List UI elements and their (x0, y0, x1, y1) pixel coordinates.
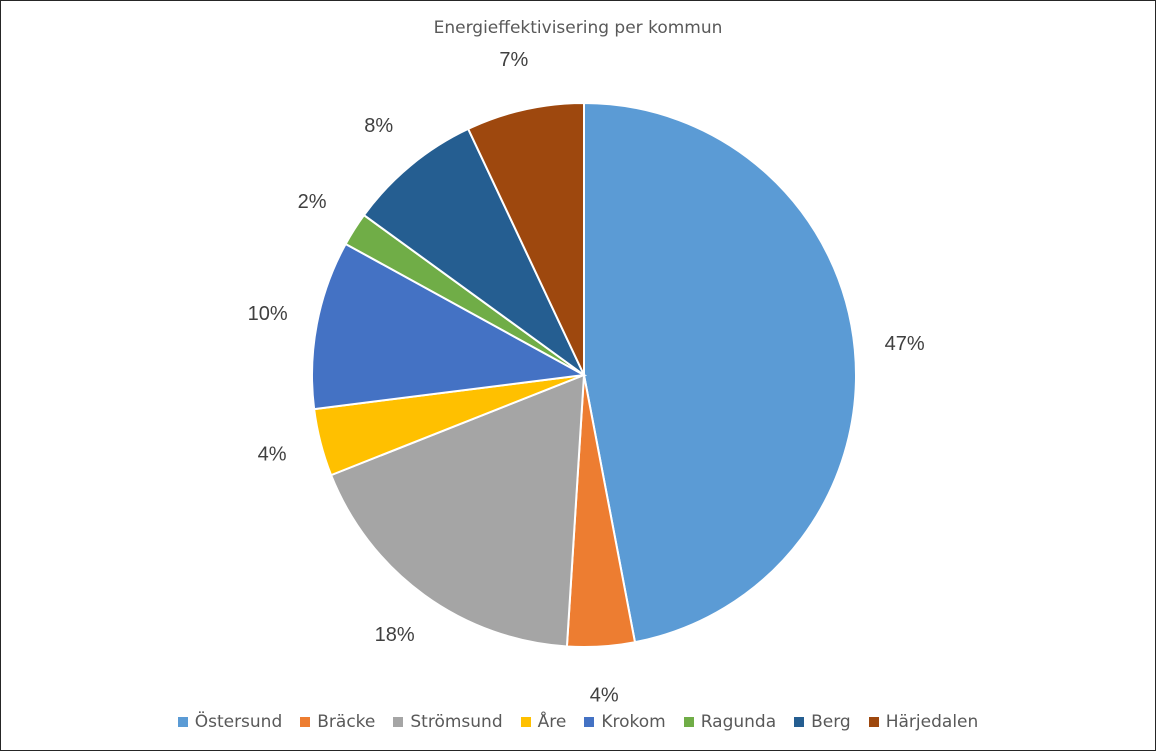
pie-slices (311, 101, 857, 648)
legend-label: Ragunda (700, 712, 777, 732)
data-label-ostersund: 47% (885, 333, 925, 355)
legend-swatch (584, 717, 595, 727)
data-label-krokom: 10% (248, 303, 288, 325)
legend-swatch (300, 717, 311, 727)
legend-item-krokom: Krokom (584, 712, 666, 732)
data-label-bracke: 4% (590, 685, 619, 707)
legend-item-bracke: Bräcke (300, 712, 375, 732)
legend-swatch (393, 717, 404, 727)
pie-slice-ostersund (583, 101, 857, 644)
legend-label: Berg (811, 712, 851, 732)
legend-label: Åre (537, 712, 567, 732)
pie-slice-krokom (311, 242, 588, 411)
legend-item-are: Åre (520, 712, 567, 732)
pie-data-labels: 47% 4% 18% 4% 10% 2% 8% 7% (248, 49, 925, 707)
legend-item-ostersund: Östersund (177, 712, 283, 732)
legend-label: Östersund (194, 712, 283, 732)
data-label-harjedalen: 7% (499, 49, 528, 71)
legend-label: Strömsund (410, 712, 503, 732)
data-label-ragunda: 2% (298, 191, 327, 213)
data-label-stromsund: 18% (375, 624, 415, 646)
legend-item-harjedalen: Härjedalen (868, 712, 979, 732)
pie-slice-harjedalen (466, 101, 585, 376)
data-label-are: 4% (258, 443, 287, 465)
pie-slice-berg (362, 127, 585, 376)
legend-label: Bräcke (317, 712, 376, 732)
legend-swatch (520, 717, 531, 727)
legend-item-ragunda: Ragunda (683, 712, 777, 732)
chart-legend: Östersund Bräcke Strömsund Åre Krokom Ragunda… (0, 712, 1156, 732)
legend-swatch (683, 717, 694, 727)
legend-swatch (177, 717, 188, 727)
legend-label: Krokom (601, 712, 666, 732)
data-label-berg: 8% (364, 115, 393, 137)
pie-slice-stromsund (329, 373, 586, 648)
legend-swatch (868, 717, 879, 727)
legend-label: Härjedalen (885, 712, 979, 732)
legend-item-berg: Berg (794, 712, 851, 732)
legend-swatch (794, 717, 805, 727)
legend-item-stromsund: Strömsund (393, 712, 503, 732)
chart-title: Energieffektivisering per kommun (433, 18, 723, 38)
